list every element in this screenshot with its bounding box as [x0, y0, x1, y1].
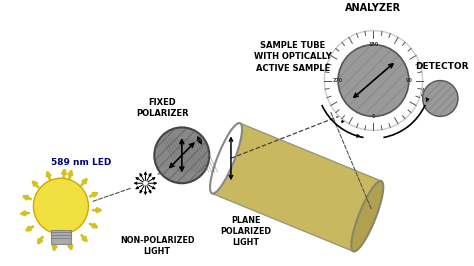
Text: SAMPLE TUBE
WITH OPTICALLY
ACTIVE SAMPLE: SAMPLE TUBE WITH OPTICALLY ACTIVE SAMPLE	[254, 41, 332, 73]
Polygon shape	[212, 123, 381, 251]
Ellipse shape	[351, 181, 383, 251]
Text: ANALYZER: ANALYZER	[346, 3, 401, 13]
Text: 180: 180	[368, 42, 379, 47]
Ellipse shape	[210, 123, 242, 194]
Bar	[51, 230, 71, 244]
Circle shape	[338, 45, 409, 117]
Text: 270: 270	[333, 78, 343, 83]
Text: 0: 0	[372, 114, 375, 119]
Circle shape	[423, 81, 458, 117]
Text: FIXED
POLARIZER: FIXED POLARIZER	[136, 98, 189, 118]
Text: PLANE
POLARIZED
LIGHT: PLANE POLARIZED LIGHT	[220, 216, 271, 247]
Circle shape	[33, 178, 89, 234]
Circle shape	[155, 127, 210, 183]
Text: NON-POLARIZED
LIGHT: NON-POLARIZED LIGHT	[120, 236, 194, 256]
Text: 90: 90	[405, 78, 412, 83]
Circle shape	[324, 31, 423, 130]
Text: 589 nm LED: 589 nm LED	[51, 158, 111, 167]
Text: DETECTOR: DETECTOR	[416, 61, 469, 70]
